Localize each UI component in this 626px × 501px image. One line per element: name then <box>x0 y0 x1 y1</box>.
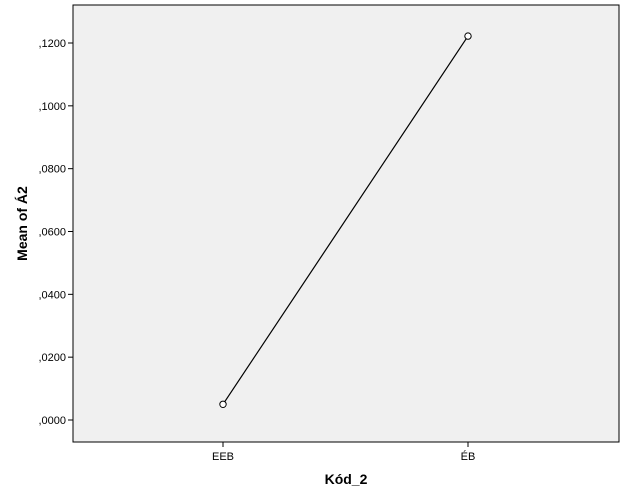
y-tick-label: ,0000 <box>38 415 66 427</box>
y-tick-label: ,0800 <box>38 164 66 176</box>
data-point <box>465 33 471 39</box>
x-tick-label: EEB <box>212 451 234 463</box>
y-tick-label: ,1000 <box>38 101 66 113</box>
y-tick-label: ,0200 <box>38 352 66 364</box>
x-axis-title: Kód_2 <box>325 471 368 487</box>
y-tick-label: ,1200 <box>38 38 66 50</box>
x-tick-label: ÉB <box>461 450 476 463</box>
data-point <box>220 401 226 407</box>
y-axis-title: Mean of Á2 <box>14 186 30 261</box>
y-tick-label: ,0600 <box>38 227 66 239</box>
y-tick-label: ,0400 <box>38 289 66 301</box>
y-axis-ticks: ,0000 ,0200 ,0400 ,0600 ,0800 ,1000 ,1200 <box>38 38 73 427</box>
plot-area <box>73 5 619 442</box>
x-axis-ticks: EEB ÉB <box>212 442 475 463</box>
